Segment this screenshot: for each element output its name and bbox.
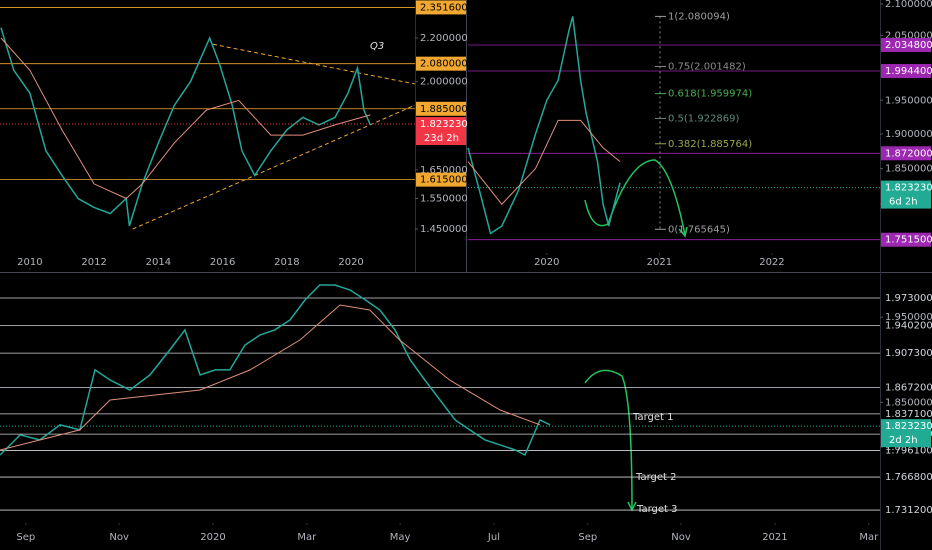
x-tick-label: 2021	[647, 257, 672, 268]
y-tick-label: 2.100000	[885, 0, 932, 10]
trendline	[132, 104, 416, 230]
x-tick-label: 2020	[200, 532, 225, 543]
projection-arrow	[584, 369, 633, 509]
projection-arrow	[584, 159, 686, 236]
x-tick-label: 2016	[210, 257, 235, 268]
y-tick-label: 1.900000	[885, 129, 932, 140]
price-tag-label: 1.940200	[885, 320, 932, 331]
x-tick-label: Nov	[671, 532, 691, 543]
x-tick-label: Sep	[16, 532, 35, 543]
price-tag	[881, 64, 931, 79]
price-tag-label: 1.766800	[885, 472, 932, 483]
price-line-series	[467, 16, 621, 235]
price-tag-label: 1.994400	[885, 66, 932, 77]
moving-average	[0, 304, 541, 451]
price-tag-label: 2.034800	[885, 40, 932, 51]
price-tag-label: 1.615000	[420, 175, 468, 186]
fib-label: 0.5(1.922869)	[668, 113, 740, 124]
last-price-label: 1.823230	[885, 183, 932, 194]
price-line-series	[0, 27, 372, 227]
annotation: Target 3	[636, 504, 677, 515]
x-tick-label: 2020	[534, 257, 559, 268]
countdown-label: 23d 2h	[424, 133, 459, 144]
price-tag	[416, 101, 466, 116]
x-tick-label: Jul	[487, 532, 500, 543]
last-price-tag	[416, 117, 466, 146]
fib-label: 0.618(1.959974)	[668, 89, 752, 100]
x-tick-label: 2012	[81, 257, 106, 268]
price-tag	[881, 146, 931, 161]
y-tick-label: 2.000000	[420, 77, 468, 88]
x-tick-label: May	[390, 532, 411, 543]
price-tag-label: 1.867200	[885, 383, 932, 394]
price-tag-label: 1.907300	[885, 348, 932, 359]
y-tick-label: 1.550000	[420, 193, 468, 204]
y-tick-label: 1.450000	[420, 224, 468, 235]
moving-average	[467, 119, 621, 205]
price-tag-label: 2.080000	[420, 59, 468, 70]
countdown-label: 2d 2h	[889, 435, 918, 446]
y-tick-label: 1.8	[885, 442, 901, 453]
price-line-series	[0, 284, 551, 457]
y-tick-label: 2.050000	[885, 30, 932, 41]
y-tick-label: 1.850000	[885, 398, 932, 409]
price-tag	[416, 0, 466, 15]
y-tick-label: 1.950000	[885, 312, 932, 323]
x-tick-label: Nov	[109, 532, 129, 543]
price-tag-label: 1.885000	[420, 104, 468, 115]
price-tag	[416, 172, 466, 187]
annotation: Q3	[370, 41, 384, 52]
fib-label: 1(2.080094)	[668, 11, 730, 22]
x-tick-label: 2010	[17, 257, 42, 268]
x-tick-label: Mar	[859, 532, 879, 543]
fib-label: 0(1.765645)	[668, 224, 730, 235]
price-tag	[881, 232, 931, 247]
price-tag	[881, 37, 931, 52]
x-tick-label: 2018	[274, 257, 299, 268]
fib-label: 0.382(1.885764)	[668, 139, 752, 150]
arrow-head	[678, 226, 688, 238]
annotation: Target 2	[635, 472, 676, 483]
x-tick-label: 2020	[338, 257, 363, 268]
last-price-tag	[881, 180, 931, 209]
fib-label: 0.75(2.001482)	[668, 61, 746, 72]
y-tick-label: 2.200000	[420, 33, 468, 44]
annotation: Target 1	[632, 412, 673, 423]
y-tick-label: 1.950000	[885, 95, 932, 106]
last-price-label: 1.823230	[420, 119, 468, 130]
countdown-label: 6d 2h	[889, 197, 918, 208]
price-tag-label: 1.872000	[885, 148, 932, 159]
price-tag-label: 2.351600	[420, 2, 468, 13]
price-tag-label: 1.751500	[885, 235, 932, 246]
price-tag-label: 1.837100	[885, 409, 932, 420]
price-tag-label: 1.796100	[885, 445, 932, 456]
price-tag-label: 1.731200	[885, 505, 932, 516]
last-price-tag	[881, 419, 931, 448]
y-tick-label: 1.650000	[420, 165, 468, 176]
last-price-label: 1.823230	[885, 421, 932, 432]
trendline	[212, 43, 416, 85]
moving-average	[0, 37, 371, 200]
x-tick-label: Sep	[578, 532, 597, 543]
price-tag	[416, 56, 466, 71]
x-tick-label: Mar	[297, 532, 317, 543]
x-tick-label: 2014	[146, 257, 171, 268]
y-tick-label: 1.850000	[885, 164, 932, 175]
price-tag-label: 1.973000	[885, 293, 932, 304]
x-tick-label: 2021	[762, 532, 787, 543]
x-tick-label: 2022	[759, 257, 784, 268]
